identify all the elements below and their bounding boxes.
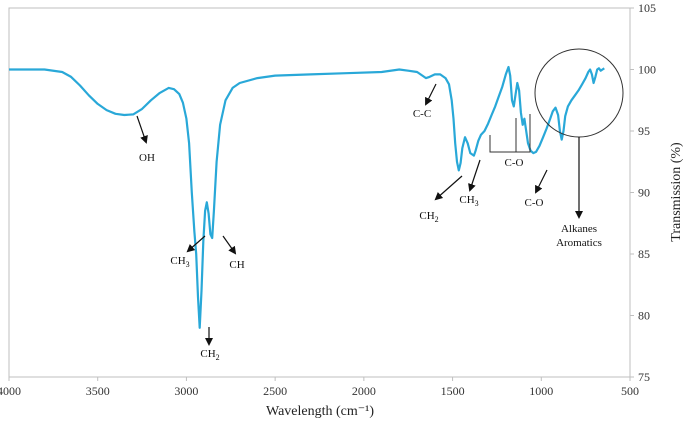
x-tick-label: 3000 <box>174 384 198 398</box>
label-ch3-fingerprint: CH3 <box>459 194 478 208</box>
label-alkanes: Alkanes <box>561 223 597 235</box>
label-co-right: C-O <box>525 197 544 209</box>
label-cc: C-C <box>413 108 431 120</box>
y-tick-label: 80 <box>638 309 650 323</box>
label-ch2-aliphatic: CH2 <box>200 348 219 362</box>
label-ch3-aliphatic-sub: 3 <box>186 260 190 269</box>
co-bracket-lines <box>489 114 531 153</box>
ch3-arrow-left <box>186 235 206 253</box>
label-ch2-fingerprint-sub: 2 <box>435 215 439 224</box>
aromatic-region-circle <box>534 48 624 138</box>
oh-arrow <box>136 115 148 144</box>
y-axis-ticks: 75 80 85 90 95 100 105 <box>630 1 656 384</box>
x-tick-label: 4000 <box>0 384 21 398</box>
label-oh: OH <box>139 152 155 164</box>
y-axis-title: Transmission (%) <box>669 142 684 242</box>
co-arrow-right <box>535 169 548 194</box>
x-tick-label: 500 <box>621 384 639 398</box>
co-bracket <box>489 114 531 153</box>
ch-arrow <box>222 235 237 255</box>
ch3-arrow-fingerprint <box>468 159 481 192</box>
x-tick-label: 2500 <box>263 384 287 398</box>
x-axis-ticks: 4000 3500 3000 2500 2000 1500 1000 500 <box>0 377 639 398</box>
y-tick-label: 100 <box>638 63 656 77</box>
label-ch2-aliphatic-sub: 2 <box>216 353 220 362</box>
label-ch: CH <box>229 259 244 271</box>
label-ch3-fingerprint-base: CH <box>459 194 474 206</box>
label-ch2-aliphatic-base: CH <box>200 348 215 360</box>
y-tick-label: 90 <box>638 186 650 200</box>
ch2-arrow-fingerprint <box>434 175 463 201</box>
label-co-left: C-O <box>505 157 524 169</box>
y-tick-label: 105 <box>638 1 656 15</box>
spectrum-line <box>9 65 605 329</box>
cc-arrow <box>425 83 437 106</box>
label-ch3-fingerprint-sub: 3 <box>475 199 479 208</box>
label-ch3-aliphatic: CH3 <box>170 255 189 269</box>
x-tick-label: 3500 <box>86 384 110 398</box>
y-tick-label: 95 <box>638 124 650 138</box>
x-tick-label: 1500 <box>441 384 465 398</box>
plot-border <box>8 7 631 378</box>
label-ch3-aliphatic-base: CH <box>170 255 185 267</box>
y-tick-label: 75 <box>638 370 650 384</box>
label-aromatics: Aromatics <box>556 237 602 249</box>
label-ch2-fingerprint-base: CH <box>419 210 434 222</box>
x-axis-title: Wavelength (cm⁻¹) <box>266 404 374 419</box>
y-tick-label: 85 <box>638 247 650 261</box>
x-tick-label: 1000 <box>529 384 553 398</box>
label-ch2-fingerprint: CH2 <box>419 210 438 224</box>
x-tick-label: 2000 <box>352 384 376 398</box>
